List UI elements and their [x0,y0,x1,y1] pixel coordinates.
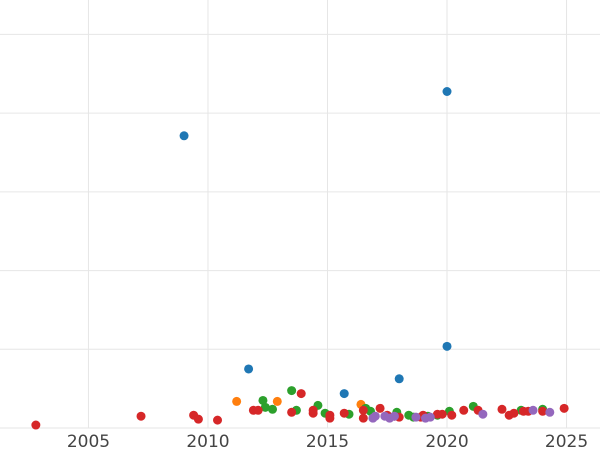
series-4 [368,405,555,423]
data-point [358,405,368,415]
data-point [411,412,421,422]
data-point [232,396,242,406]
data-point [244,364,254,374]
data-point [193,414,203,424]
data-point [447,410,457,420]
x-tick-label: 2025 [545,432,588,450]
data-point [425,412,435,422]
data-point [31,420,41,430]
data-point [260,402,270,412]
data-point [375,403,385,413]
data-point [528,405,538,415]
data-point [339,389,349,399]
data-point [442,87,452,97]
data-point [545,407,555,417]
x-tick-label: 2015 [306,432,349,450]
data-point [538,406,548,416]
data-points [31,87,569,430]
horizontal-gridlines [0,33,600,429]
data-point [559,403,569,413]
data-point [287,407,297,417]
data-point [442,341,452,351]
data-point [509,408,519,418]
data-point [389,411,399,421]
series-0 [179,87,452,399]
data-point [213,415,223,425]
data-point [179,131,189,141]
x-tick-label: 2020 [425,432,468,450]
x-tick-label: 2010 [186,432,229,450]
data-point [296,389,306,399]
data-point [268,404,278,414]
data-point [258,395,268,405]
data-point [478,409,488,419]
data-point [339,408,349,418]
data-point [325,413,335,423]
x-tick-label: 2005 [67,432,110,450]
series-1 [232,396,366,409]
data-point [370,411,380,421]
data-point [358,413,368,423]
vertical-gridlines [87,0,568,428]
data-point [437,409,447,419]
data-point [497,404,507,414]
data-point [308,405,318,415]
data-point [272,396,282,406]
data-point [253,405,263,415]
x-axis-tick-labels: 2005 2010 2015 2020 2025 [67,432,588,450]
data-point [136,411,146,421]
data-point [459,405,469,415]
data-point [287,386,297,396]
data-point [394,374,404,384]
